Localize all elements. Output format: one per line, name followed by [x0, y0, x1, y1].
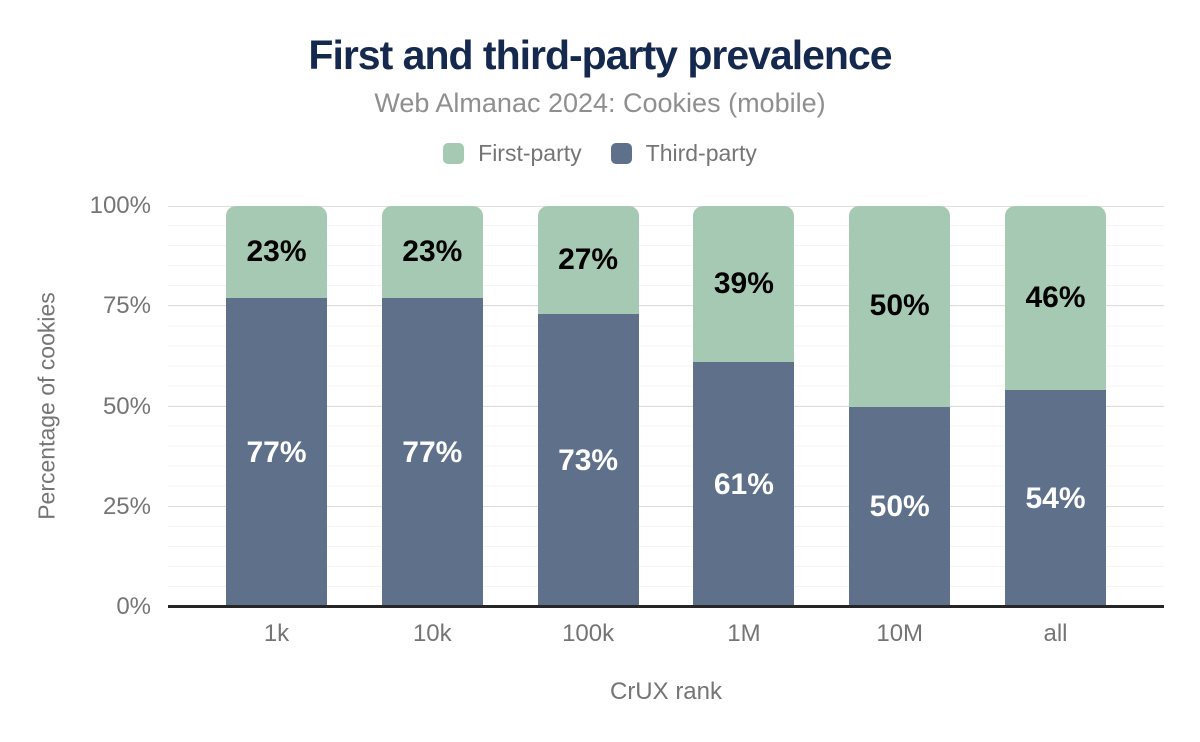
bar-segment-first-party-10k[interactable]: 23%	[381, 206, 483, 299]
bar-segment-third-party-1M[interactable]: 61%	[693, 362, 795, 607]
bar-10k[interactable]: 23% 77%	[381, 206, 483, 607]
segment-value-label: 61%	[713, 467, 774, 501]
y-tick-100: 100%	[89, 192, 151, 219]
segment-value-label: 39%	[713, 267, 774, 301]
segment-value-label: 54%	[1025, 481, 1086, 515]
chart-subtitle: Web Almanac 2024: Cookies (mobile)	[374, 88, 826, 119]
x-tick-100k: 100k	[562, 620, 615, 647]
segment-value-label: 50%	[869, 489, 930, 523]
gridline-50	[168, 405, 1164, 407]
x-axis-ticks: 1k 10k 100k 1M 10M all	[168, 622, 1164, 646]
gridline-100	[168, 206, 1164, 207]
x-axis-title: CrUX rank	[609, 678, 723, 705]
legend-label-first-party: First-party	[478, 140, 582, 167]
bars-container: 23% 77% 23% 77% 27% 73% 39% 61% 50% 50% 46% 54%	[168, 206, 1164, 607]
bar-segment-first-party-100k[interactable]: 27%	[537, 206, 639, 315]
bar-segment-third-party-1k[interactable]: 77%	[226, 298, 327, 607]
bar-segment-third-party-10k[interactable]: 77%	[381, 298, 483, 607]
gridline-75	[168, 305, 1164, 307]
third-party-swatch-icon	[610, 143, 632, 165]
chart-title: First and third-party prevalence	[308, 32, 892, 78]
x-tick-1M: 1M	[727, 620, 761, 647]
bar-segment-third-party-100k[interactable]: 73%	[537, 314, 639, 607]
segment-value-label: 50%	[869, 289, 930, 323]
bar-100k[interactable]: 27% 73%	[537, 206, 639, 607]
segment-value-label: 23%	[246, 235, 307, 269]
bar-segment-first-party-1k[interactable]: 23%	[226, 206, 327, 299]
x-tick-10M: 10M	[876, 620, 924, 647]
bar-1M[interactable]: 39% 61%	[693, 206, 795, 607]
bar-segment-first-party-all[interactable]: 46%	[1004, 206, 1106, 391]
bar-1k[interactable]: 23% 77%	[226, 206, 327, 607]
legend-item-third-party[interactable]: Third-party	[610, 140, 757, 167]
x-tick-10k: 10k	[412, 620, 452, 647]
segment-value-label: 73%	[558, 443, 619, 477]
bar-10M[interactable]: 50% 50%	[849, 206, 951, 607]
x-tick-1k: 1k	[263, 620, 290, 647]
legend: First-party Third-party	[0, 142, 1200, 165]
y-tick-50: 50%	[102, 392, 151, 420]
first-party-swatch-icon	[443, 143, 465, 165]
legend-item-first-party[interactable]: First-party	[443, 142, 582, 165]
y-tick-75: 75%	[102, 292, 151, 320]
segment-value-label: 77%	[246, 435, 307, 469]
bar-all[interactable]: 46% 54%	[1004, 206, 1106, 607]
bar-segment-first-party-10M[interactable]: 50%	[849, 206, 951, 407]
bar-segment-third-party-all[interactable]: 54%	[1004, 390, 1106, 607]
y-axis-ticks: 0% 25% 50% 75% 100%	[0, 194, 155, 619]
y-tick-0: 0%	[116, 593, 151, 620]
segment-value-label: 23%	[402, 235, 463, 269]
x-tick-all: all	[1043, 620, 1068, 647]
segment-value-label: 77%	[402, 435, 463, 469]
bar-segment-first-party-1M[interactable]: 39%	[693, 206, 795, 363]
segment-value-label: 46%	[1025, 281, 1086, 315]
legend-label-third-party: Third-party	[645, 140, 757, 167]
gridline-25	[168, 505, 1164, 507]
bar-segment-third-party-10M[interactable]: 50%	[849, 406, 951, 607]
plot-area: 23% 77% 23% 77% 27% 73% 39% 61% 50% 50% 46% 54%	[168, 206, 1164, 608]
segment-value-label: 27%	[558, 243, 619, 277]
x-axis-line	[168, 605, 1164, 608]
y-tick-25: 25%	[102, 492, 151, 520]
